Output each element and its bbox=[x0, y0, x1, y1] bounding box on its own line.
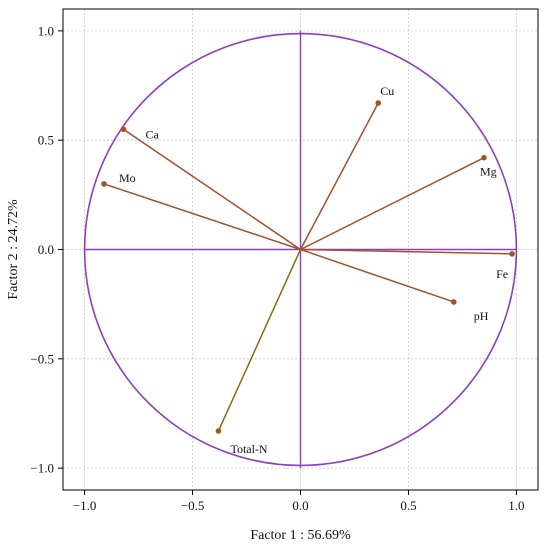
vector-point-ph bbox=[450, 299, 457, 305]
y-tick-label: 1.0 bbox=[38, 23, 54, 38]
x-tick-label: 1.0 bbox=[508, 498, 524, 513]
y-tick-label: 0.5 bbox=[38, 133, 54, 148]
vector-point-mg bbox=[481, 154, 487, 161]
vector-label-ca: Ca bbox=[145, 127, 159, 141]
vector-point-total-n bbox=[215, 428, 222, 434]
vector-point-ca bbox=[120, 126, 127, 133]
vector-line-total-n bbox=[217, 249, 302, 432]
vector-label-fe: Fe bbox=[496, 267, 508, 281]
vector-label-mo: Mo bbox=[119, 171, 136, 185]
variable-vectors: Cu Ca Mo Mg Fe pH Total-N bbox=[101, 84, 515, 456]
axis-ticks: −1.0 −0.5 0.0 0.5 1.0 1.0 0.5 0.0 −0.5 −1.0 bbox=[30, 23, 524, 513]
x-tick-label: −0.5 bbox=[181, 498, 205, 513]
vector-line-fe bbox=[300, 248, 513, 255]
x-tick-label: −1.0 bbox=[73, 498, 97, 513]
vector-line-mo bbox=[103, 183, 301, 251]
y-tick-label: −1.0 bbox=[30, 461, 54, 476]
vector-line-ph bbox=[300, 248, 455, 303]
vector-point-mo bbox=[101, 181, 107, 187]
vector-line-ca bbox=[123, 128, 301, 251]
x-tick-label: 0.0 bbox=[292, 498, 308, 513]
x-axis-title: Factor 1 : 56.69% bbox=[250, 528, 351, 543]
vector-point-cu bbox=[375, 100, 382, 106]
y-axis-title: Factor 2 : 24.72% bbox=[6, 199, 21, 300]
vector-label-total-n: Total-N bbox=[230, 442, 267, 456]
x-tick-label: 0.5 bbox=[400, 498, 416, 513]
y-tick-label: 0.0 bbox=[38, 242, 54, 257]
vector-label-ph: pH bbox=[474, 309, 489, 323]
vector-line-cu bbox=[299, 102, 379, 250]
y-tick-label: −0.5 bbox=[30, 351, 54, 366]
vector-label-cu: Cu bbox=[380, 84, 394, 98]
vector-line-mg bbox=[300, 157, 485, 251]
vector-point-fe bbox=[509, 251, 515, 257]
vector-label-mg: Mg bbox=[480, 165, 497, 179]
unit-circle bbox=[83, 32, 518, 467]
